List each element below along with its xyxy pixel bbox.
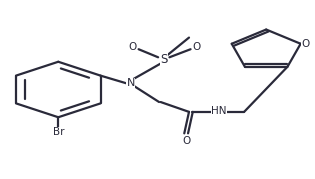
Text: Br: Br xyxy=(53,127,64,137)
Text: O: O xyxy=(301,39,310,49)
Text: O: O xyxy=(182,136,190,146)
Text: O: O xyxy=(193,42,201,52)
Text: S: S xyxy=(160,53,168,66)
Text: O: O xyxy=(128,42,136,52)
Text: N: N xyxy=(127,78,135,88)
Text: HN: HN xyxy=(211,106,227,116)
